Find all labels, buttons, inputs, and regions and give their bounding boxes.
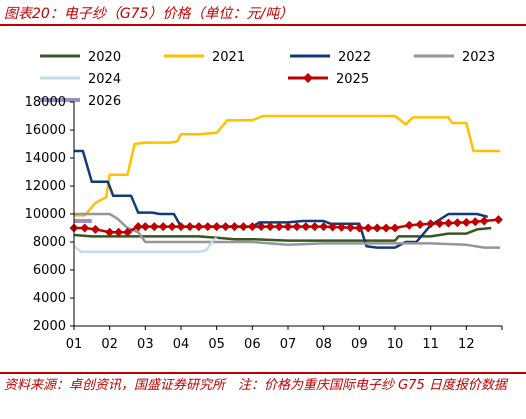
series-marker-2025 (212, 222, 222, 232)
x-tick-label: 01 (66, 337, 83, 352)
x-tick-label: 12 (458, 337, 475, 352)
series-marker-2025 (354, 223, 364, 233)
series-marker-2025 (133, 222, 143, 232)
series-marker-2025 (452, 218, 462, 228)
series-marker-2025 (372, 223, 382, 233)
legend-label-2020: 2020 (88, 50, 121, 65)
footer-rule (0, 372, 526, 374)
series-marker-2025 (194, 222, 204, 232)
series-marker-2025 (230, 222, 239, 232)
series-marker-2025 (381, 223, 391, 233)
x-tick-label: 08 (315, 337, 332, 352)
legend-marker-2025 (303, 73, 313, 83)
y-tick-label: 8000 (33, 235, 66, 250)
series-marker-2025 (265, 222, 275, 232)
legend-label-2024: 2024 (88, 72, 121, 87)
series-marker-2025 (310, 222, 320, 232)
series-marker-2025 (319, 222, 329, 232)
series-marker-2025 (444, 218, 453, 228)
y-tick-label: 4000 (33, 291, 66, 306)
legend: 2020 2021 2022 2023 2024 2025 2026 (40, 50, 495, 109)
legend-label-2025: 2025 (336, 72, 369, 87)
series-marker-2025 (90, 224, 100, 234)
plot-area (69, 114, 503, 254)
series-line-2024 (73, 236, 218, 254)
series-marker-2025 (158, 222, 168, 232)
source-note: 资料来源：卓创资讯，国盛证券研究所 注：价格为重庆国际电子纱 G75 日度报价数… (4, 378, 507, 393)
chart-title: 图表20：电子纱（G75）价格（单位：元/吨） (4, 6, 294, 22)
axes: 2000 4000 6000 8000 10000 12000 14000 16000 1800… (25, 95, 503, 352)
series-marker-2025 (292, 222, 302, 232)
y-tick-label: 16000 (25, 123, 66, 138)
series-marker-2025 (123, 227, 132, 237)
legend-label-2023: 2023 (462, 50, 495, 65)
x-tick-label: 04 (173, 337, 190, 352)
legend-label-2021: 2021 (212, 50, 245, 65)
series-marker-2025 (415, 220, 425, 229)
series-marker-2025 (493, 215, 503, 225)
series-marker-2025 (256, 222, 266, 232)
series-marker-2025 (203, 222, 213, 232)
x-tick-label: 10 (387, 337, 404, 352)
series-marker-2025 (105, 227, 115, 237)
series-marker-2025 (328, 222, 338, 232)
series-marker-2025 (274, 222, 284, 232)
series-line-2022 (74, 149, 489, 249)
x-tick-label: 02 (101, 337, 118, 352)
y-tick-label: 6000 (33, 263, 66, 278)
series-line-2020 (73, 226, 492, 242)
y-tick-label: 2000 (33, 319, 66, 334)
series-marker-2025 (149, 222, 159, 232)
x-tick-label: 09 (351, 337, 368, 352)
series-marker-2025 (426, 219, 436, 229)
series-marker-2025 (238, 222, 248, 232)
series-marker-2025 (479, 216, 489, 226)
series-marker-2025 (470, 217, 480, 227)
series-marker-2025 (185, 222, 195, 232)
series-marker-2025 (337, 222, 346, 232)
series-marker-2025 (114, 227, 124, 237)
series-marker-2025 (363, 223, 373, 233)
x-tick-label: 05 (208, 337, 225, 352)
series-marker-2025 (435, 218, 445, 228)
title-rule (0, 24, 526, 26)
legend-label-2026: 2026 (88, 94, 121, 109)
series-marker-2025 (301, 222, 311, 232)
series-marker-2025 (176, 222, 186, 232)
series-marker-2025 (167, 222, 177, 232)
series-marker-2025 (140, 222, 150, 232)
series-marker-2025 (404, 220, 414, 230)
x-tick-label: 03 (137, 337, 154, 352)
series-line-2023 (74, 212, 501, 249)
y-tick-label: 18000 (25, 95, 66, 110)
legend-label-2022: 2022 (338, 50, 371, 65)
y-tick-label: 14000 (25, 151, 66, 166)
x-tick-label: 06 (244, 337, 261, 352)
series-marker-2025 (247, 222, 257, 232)
x-tick-label: 11 (422, 337, 439, 352)
series-marker-2025 (461, 217, 471, 227)
y-tick-label: 10000 (25, 207, 66, 222)
series-marker-2025 (80, 223, 90, 233)
series-marker-2025 (221, 222, 231, 232)
series-marker-2025 (283, 222, 293, 232)
y-tick-label: 12000 (25, 179, 66, 194)
x-tick-label: 07 (280, 337, 297, 352)
series-line-2021 (74, 114, 501, 217)
series-marker-2025 (390, 223, 400, 233)
series-marker-2025 (345, 223, 355, 233)
